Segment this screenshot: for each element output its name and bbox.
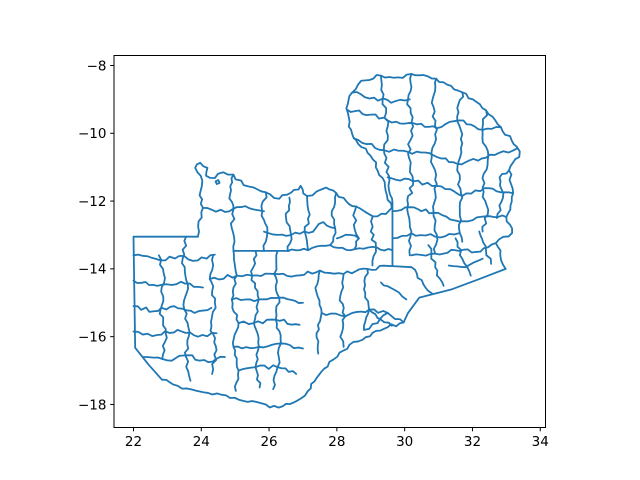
district-boundary-line (386, 176, 515, 197)
district-boundary-line (230, 296, 304, 304)
district-boundary-line (208, 254, 218, 375)
district-boundary-line (478, 230, 492, 265)
district-boundary-line (380, 281, 408, 301)
x-tick-label: 24 (193, 434, 210, 450)
district-boundary-line (228, 173, 236, 252)
country-border-line (194, 161, 393, 238)
y-tick-label: −14 (78, 262, 107, 278)
x-tick-label: 34 (532, 434, 549, 450)
tick-marks (110, 64, 541, 432)
district-boundary-line (214, 179, 221, 186)
district-boundary-line (447, 257, 484, 269)
district-boundary-line (132, 253, 216, 262)
y-tick-label: −8 (87, 58, 107, 74)
country-border-line (345, 73, 521, 270)
district-boundary-line (391, 206, 508, 223)
district-boundary-line (303, 195, 311, 252)
district-boundary-line (352, 137, 518, 166)
x-tick-label: 22 (125, 434, 142, 450)
x-tick-label: 30 (396, 434, 413, 450)
district-boundary-line (369, 215, 377, 267)
y-tick-label: −10 (78, 126, 107, 142)
district-boundary-line (368, 308, 393, 327)
axes-spines (113, 55, 546, 428)
y-tick-label: −12 (78, 194, 107, 210)
x-tick-label: 26 (260, 434, 277, 450)
district-boundary-line (351, 91, 411, 104)
y-tick-label: −16 (78, 329, 107, 345)
x-tick-label: 32 (464, 434, 481, 450)
tick-labels: 22 24 26 28 30 32 34 −8 −10 −12 −14 −16 −18 (78, 58, 549, 450)
district-boundary-line (132, 305, 213, 314)
district-boundary-line (346, 108, 502, 131)
district-boundary-line (237, 364, 298, 375)
district-boundary-line (430, 77, 439, 255)
district-boundary-line (335, 233, 360, 240)
district-boundary-line (410, 242, 497, 257)
y-tick-label: −18 (78, 397, 107, 413)
district-boundary-line (406, 73, 415, 257)
district-boundaries-layer (132, 73, 521, 409)
district-boundary-line (158, 254, 168, 360)
country-border-line (402, 267, 507, 324)
district-boundary-line (352, 205, 360, 251)
district-boundary-line (338, 273, 347, 348)
district-boundary-line (329, 192, 338, 247)
district-boundary-line (320, 308, 405, 324)
country-border-line (161, 321, 405, 409)
district-boundary-line (132, 279, 204, 289)
x-tick-label: 28 (328, 434, 345, 450)
district-boundary-line (181, 235, 192, 382)
district-boundary-line (250, 250, 262, 389)
district-boundary-line (391, 265, 413, 269)
district-boundary-line (260, 191, 269, 252)
district-boundary-line (481, 109, 490, 233)
district-boundary-line (232, 342, 304, 350)
district-boundary-line (208, 272, 298, 281)
district-boundary-line (132, 328, 218, 338)
district-boundary-line (237, 318, 301, 326)
district-boundary-line (363, 267, 370, 331)
district-boundary-line (312, 221, 337, 233)
district-boundary-line (295, 264, 394, 277)
district-boundary-line (454, 237, 472, 277)
district-boundary-line (363, 312, 389, 331)
district-boundary-line (456, 91, 465, 243)
district-boundary-line (284, 196, 293, 252)
district-boundary-line (391, 232, 460, 240)
district-boundary-line (427, 244, 445, 287)
country-border-line (132, 235, 199, 381)
district-boundary-line (410, 266, 433, 295)
